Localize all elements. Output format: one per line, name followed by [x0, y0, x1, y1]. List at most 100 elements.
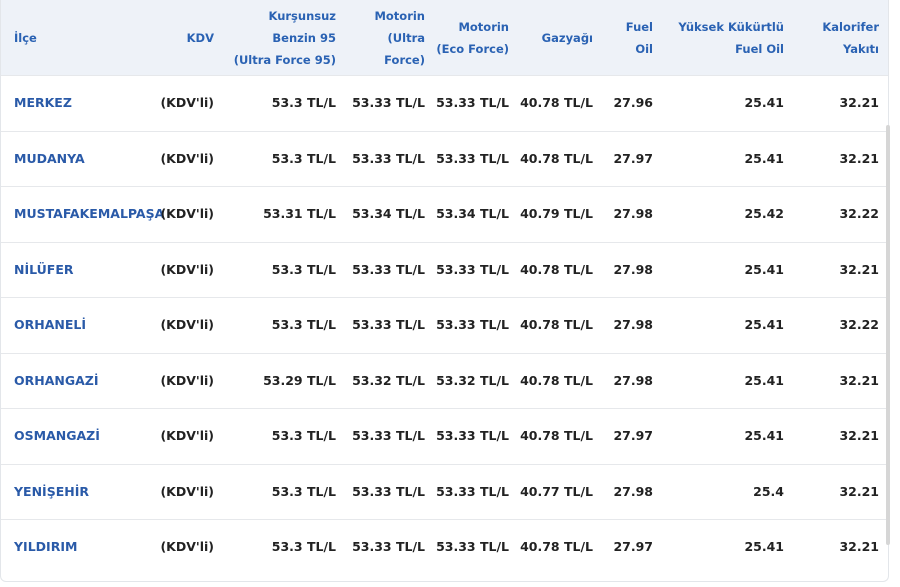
price-cell: 53.3 TL/L — [271, 317, 336, 332]
table-row: YENİŞEHİR (KDV'li) 53.3 TL/L 53.33 TL/L 53.3… — [1, 463, 888, 520]
price-cell: 25.41 — [744, 150, 784, 166]
header-line: Motorin — [458, 20, 509, 34]
price-cell: (KDV'li) — [160, 372, 214, 388]
price-cell: (KDV'li) — [160, 539, 214, 554]
column-header[interactable]: Kurşunsuz Benzin 95 (Ultra Force 95) — [234, 5, 336, 71]
district-link[interactable]: YENİŞEHİR — [14, 483, 89, 499]
header-line: Motorin — [374, 9, 425, 23]
price-cell: 32.21 — [839, 150, 879, 166]
district-link[interactable]: MUSTAFAKEMALPAŞA — [14, 206, 165, 221]
price-cell: 53.33 TL/L — [352, 317, 425, 332]
column-header[interactable]: İlçe — [14, 27, 37, 49]
table-row: NİLÜFER (KDV'li) 53.3 TL/L 53.33 TL/L 53.33 … — [1, 241, 888, 298]
price-cell: 53.3 TL/L — [271, 95, 336, 110]
price-cell: 25.42 — [744, 206, 784, 221]
price-cell: (KDV'li) — [160, 317, 214, 332]
price-cell: 40.78 TL/L — [520, 372, 593, 388]
district-link[interactable]: MUDANYA — [14, 150, 85, 166]
price-cell: 27.97 — [613, 539, 653, 554]
column-header[interactable]: KDV — [187, 27, 214, 49]
price-cell: 53.33 TL/L — [352, 539, 425, 554]
column-header[interactable]: Yüksek Kükürtlü Fuel Oil — [678, 16, 784, 60]
price-cell: 40.77 TL/L — [520, 483, 593, 499]
price-cell: 27.97 — [613, 428, 653, 443]
price-table: İlçe KDV Kurşunsuz Benzin 95 (Ultra Force 95… — [0, 0, 889, 582]
price-cell: 53.32 TL/L — [436, 372, 509, 388]
header-line: Gazyağı — [541, 31, 593, 45]
price-cell: 27.96 — [613, 95, 653, 110]
column-header[interactable]: Motorin (Eco Force) — [436, 16, 509, 60]
price-cell: 53.33 TL/L — [352, 428, 425, 443]
price-cell: (KDV'li) — [160, 483, 214, 499]
price-cell: 32.21 — [839, 428, 879, 443]
table-row: MUSTAFAKEMALPAŞA (KDV'li) 53.31 TL/L 53.34 … — [1, 186, 888, 242]
price-cell: 53.3 TL/L — [271, 483, 336, 499]
header-line: Oil — [635, 42, 653, 56]
table-header: İlçe KDV Kurşunsuz Benzin 95 (Ultra Force 95… — [1, 0, 888, 75]
price-cell: 53.33 TL/L — [436, 483, 509, 499]
price-cell: 53.33 TL/L — [436, 539, 509, 554]
price-cell: 53.31 TL/L — [263, 206, 336, 221]
price-cell: 53.3 TL/L — [271, 539, 336, 554]
price-cell: 53.33 TL/L — [352, 261, 425, 277]
price-cell: 53.34 TL/L — [352, 206, 425, 221]
price-cell: 40.79 TL/L — [520, 206, 593, 221]
district-link[interactable]: YILDIRIM — [14, 539, 78, 554]
price-cell: 25.4 — [753, 483, 784, 499]
header-line: (Eco Force) — [436, 42, 509, 56]
column-header[interactable]: Gazyağı — [542, 27, 593, 49]
price-cell: 27.97 — [613, 150, 653, 166]
header-line: Yakıtı — [842, 42, 879, 56]
price-cell: 32.21 — [839, 372, 879, 388]
price-cell: 25.41 — [744, 539, 784, 554]
price-cell: 32.21 — [839, 539, 879, 554]
price-cell: 27.98 — [613, 317, 653, 332]
table-row: YILDIRIM (KDV'li) 53.3 TL/L 53.33 TL/L 53.33… — [1, 519, 888, 575]
header-line: Fuel — [625, 20, 653, 34]
district-link[interactable]: NİLÜFER — [14, 261, 74, 277]
price-cell: 53.33 TL/L — [352, 95, 425, 110]
header-line: (Ultra — [387, 31, 425, 45]
header-line: Benzin 95 — [272, 31, 336, 45]
price-cell: (KDV'li) — [160, 95, 214, 110]
price-cell: (KDV'li) — [160, 206, 214, 221]
header-line: KDV — [186, 31, 214, 45]
table-row: OSMANGAZİ (KDV'li) 53.3 TL/L 53.33 TL/L 53.3… — [1, 408, 888, 464]
district-link[interactable]: ORHANELİ — [14, 317, 87, 332]
price-cell: 53.32 TL/L — [352, 372, 425, 388]
price-cell: 25.41 — [744, 261, 784, 277]
header-line: (Ultra Force 95) — [233, 53, 336, 67]
price-cell: 40.78 TL/L — [520, 95, 593, 110]
price-cell: 53.34 TL/L — [436, 206, 509, 221]
price-cell: 53.33 TL/L — [352, 150, 425, 166]
price-cell: 32.21 — [839, 95, 879, 110]
price-cell: 27.98 — [613, 206, 653, 221]
header-line: Yüksek Kükürtlü — [678, 20, 784, 34]
price-cell: 53.33 TL/L — [352, 483, 425, 499]
price-cell: 40.78 TL/L — [520, 317, 593, 332]
district-link[interactable]: MERKEZ — [14, 95, 72, 110]
price-cell: 25.41 — [744, 428, 784, 443]
price-cell: 32.21 — [839, 261, 879, 277]
table-row: ORHANELİ (KDV'li) 53.3 TL/L 53.33 TL/L 53.33… — [1, 297, 888, 353]
district-link[interactable]: ORHANGAZİ — [14, 372, 99, 388]
price-cell: 40.78 TL/L — [520, 539, 593, 554]
scrollbar[interactable] — [886, 125, 890, 545]
price-cell: (KDV'li) — [160, 428, 214, 443]
price-cell: 40.78 TL/L — [520, 150, 593, 166]
table-row: ORHANGAZİ (KDV'li) 53.29 TL/L 53.32 TL/L 53.… — [1, 352, 888, 409]
district-link[interactable]: OSMANGAZİ — [14, 428, 100, 443]
price-cell: 40.78 TL/L — [520, 428, 593, 443]
price-cell: 27.98 — [613, 372, 653, 388]
price-cell: 53.33 TL/L — [436, 261, 509, 277]
table-row: MERKEZ (KDV'li) 53.3 TL/L 53.33 TL/L 53.33 T… — [1, 75, 888, 131]
price-cell: 53.3 TL/L — [271, 428, 336, 443]
column-header[interactable]: Motorin (Ultra Force) — [374, 5, 425, 71]
price-cell: 40.78 TL/L — [520, 261, 593, 277]
column-header[interactable]: Fuel Oil — [626, 16, 653, 60]
price-cell: (KDV'li) — [160, 261, 214, 277]
header-line: Force) — [384, 53, 425, 67]
column-header[interactable]: Kalorifer Yakıtı — [822, 16, 879, 60]
price-cell: 25.41 — [744, 317, 784, 332]
header-line: Kalorifer — [822, 20, 879, 34]
